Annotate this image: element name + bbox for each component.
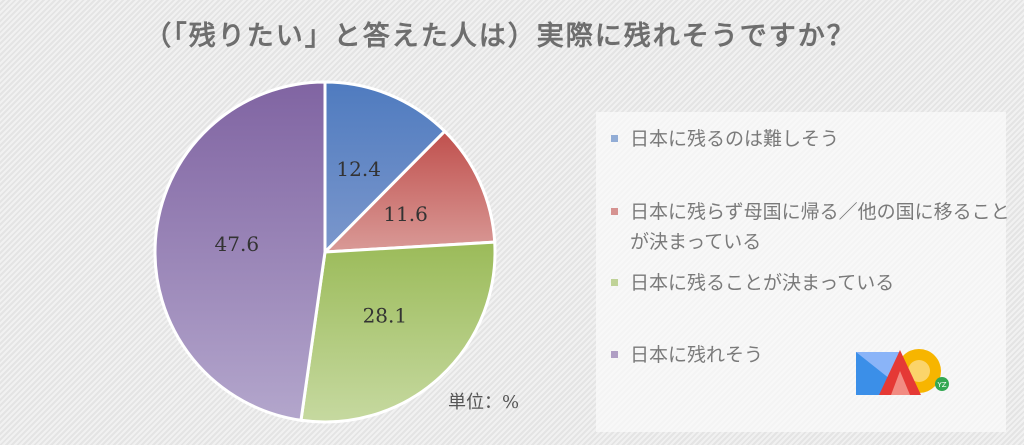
legend-swatch [611,351,618,358]
legend-label: 日本に残らず母国に帰る／他の国に移ることが決まっている [630,201,1010,253]
pie-slice [321,129,497,254]
legend-label: 日本に残れそう [630,344,764,366]
legend-item: 日本に残らず母国に帰る／他の国に移ることが決まっている [608,197,1020,257]
legend-label: 日本に残ることが決まっている [630,272,895,294]
legend-swatch [611,135,618,142]
mao-logo: YZ [856,349,949,395]
legend-item: 日本に残ることが決まっている [608,268,1020,298]
pie-slice [299,240,497,424]
legend-item: 日本に残るのは難しそう [608,124,1020,154]
unit-label: 単位：% [448,392,520,413]
logo-badge: YZ [936,381,946,389]
chart-title: （「残りたい」と答えた人は）実際に残れそうですか？ [144,21,856,52]
pie-chart: 12.411.6 28.1 47.6 [153,80,497,424]
legend-label: 日本に残るのは難しそう [630,128,840,150]
legend-swatch [611,279,618,286]
legend-swatch [611,208,618,215]
pie-slice [153,80,327,422]
slice-data-label: 12.4 [336,157,381,181]
legend-item: 日本に残れそう [608,340,1020,370]
slice-data-label: 11.6 [383,202,428,226]
pie-slice [323,80,447,256]
slice-data-label: 28.1 [363,304,408,328]
slice-data-label: 47.6 [215,232,260,256]
